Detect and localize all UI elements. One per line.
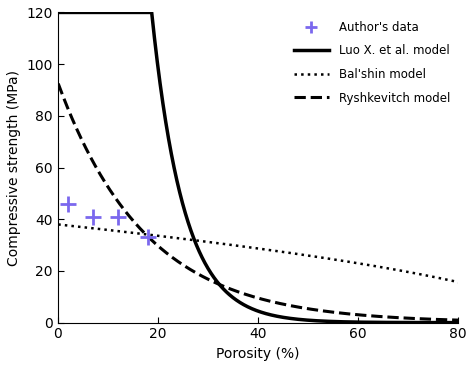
Bal'shin model — [370, 263, 376, 268]
Luo X. et al. model — [76, 10, 82, 15]
X-axis label: Porosity (%): Porosity (%) — [216, 347, 300, 361]
Luo X. et al. model — [239, 301, 245, 306]
Luo X. et al. model — [250, 307, 255, 311]
Y-axis label: Compressive strength (MPa): Compressive strength (MPa) — [7, 70, 21, 266]
Bal'shin model — [456, 280, 461, 284]
Line: Luo X. et al. model: Luo X. et al. model — [58, 13, 458, 323]
Bal'shin model — [250, 245, 255, 250]
Ryshkevitch model — [444, 318, 449, 322]
Ryshkevitch model — [456, 318, 461, 322]
Legend: Author's data, Luo X. et al. model, Bal'shin model, Ryshkevitch model: Author's data, Luo X. et al. model, Bal'… — [289, 16, 455, 109]
Author's data — [64, 201, 72, 207]
Luo X. et al. model — [444, 321, 449, 325]
Ryshkevitch model — [444, 318, 449, 322]
Ryshkevitch model — [250, 294, 255, 299]
Bal'shin model — [444, 277, 449, 282]
Bal'shin model — [76, 224, 82, 229]
Bal'shin model — [55, 222, 61, 227]
Author's data — [89, 214, 97, 220]
Line: Bal'shin model: Bal'shin model — [58, 224, 458, 282]
Bal'shin model — [444, 277, 449, 282]
Author's data — [114, 214, 122, 220]
Ryshkevitch model — [239, 291, 245, 296]
Luo X. et al. model — [456, 321, 461, 325]
Luo X. et al. model — [444, 321, 449, 325]
Ryshkevitch model — [370, 314, 376, 318]
Author's data — [144, 234, 152, 240]
Luo X. et al. model — [370, 320, 376, 325]
Ryshkevitch model — [76, 131, 82, 135]
Bal'shin model — [239, 244, 245, 248]
Line: Ryshkevitch model: Ryshkevitch model — [58, 84, 458, 320]
Luo X. et al. model — [55, 10, 61, 15]
Ryshkevitch model — [55, 81, 61, 86]
